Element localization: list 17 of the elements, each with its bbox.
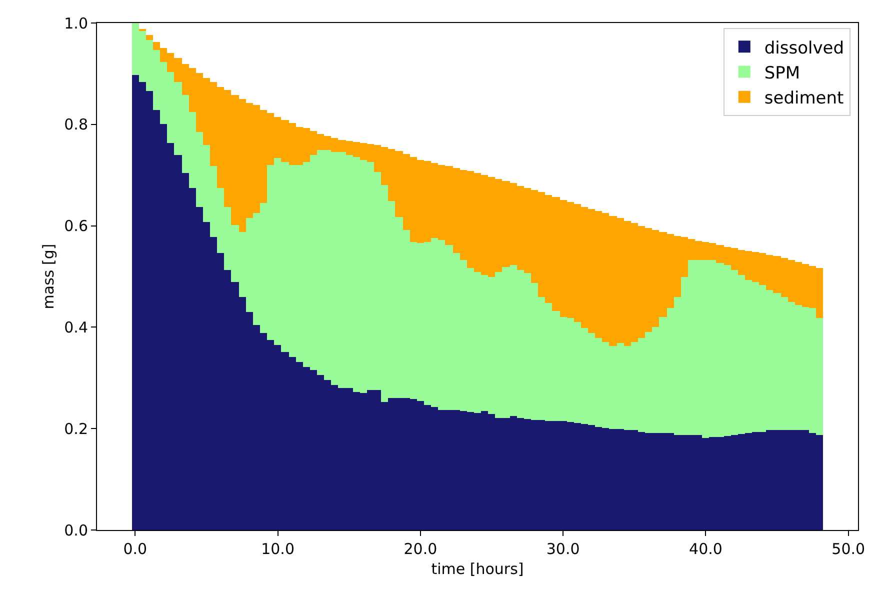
y-tick-label: 0.6 bbox=[64, 217, 88, 236]
x-tick-label: 20.0 bbox=[404, 540, 438, 558]
y-axis-title: mass [g] bbox=[39, 244, 58, 310]
y-tick-label: 0.8 bbox=[64, 116, 88, 134]
x-tick-label: 40.0 bbox=[689, 540, 722, 558]
legend-label: SPM bbox=[764, 63, 800, 84]
y-tick-label: 1.0 bbox=[64, 14, 88, 32]
x-tick-label: 50.0 bbox=[832, 540, 866, 558]
y-tick-label: 0.0 bbox=[64, 521, 88, 540]
x-tick-label: 10.0 bbox=[261, 540, 295, 558]
y-tick-label: 0.4 bbox=[64, 318, 88, 336]
x-tick-label: 0.0 bbox=[123, 540, 148, 558]
x-tick-label: 30.0 bbox=[546, 540, 580, 558]
legend-label: sediment bbox=[764, 88, 844, 108]
x-axis-title: time [hours] bbox=[431, 560, 524, 578]
y-tick-label: 0.2 bbox=[64, 420, 88, 438]
legend-label: dissolved bbox=[764, 38, 844, 58]
